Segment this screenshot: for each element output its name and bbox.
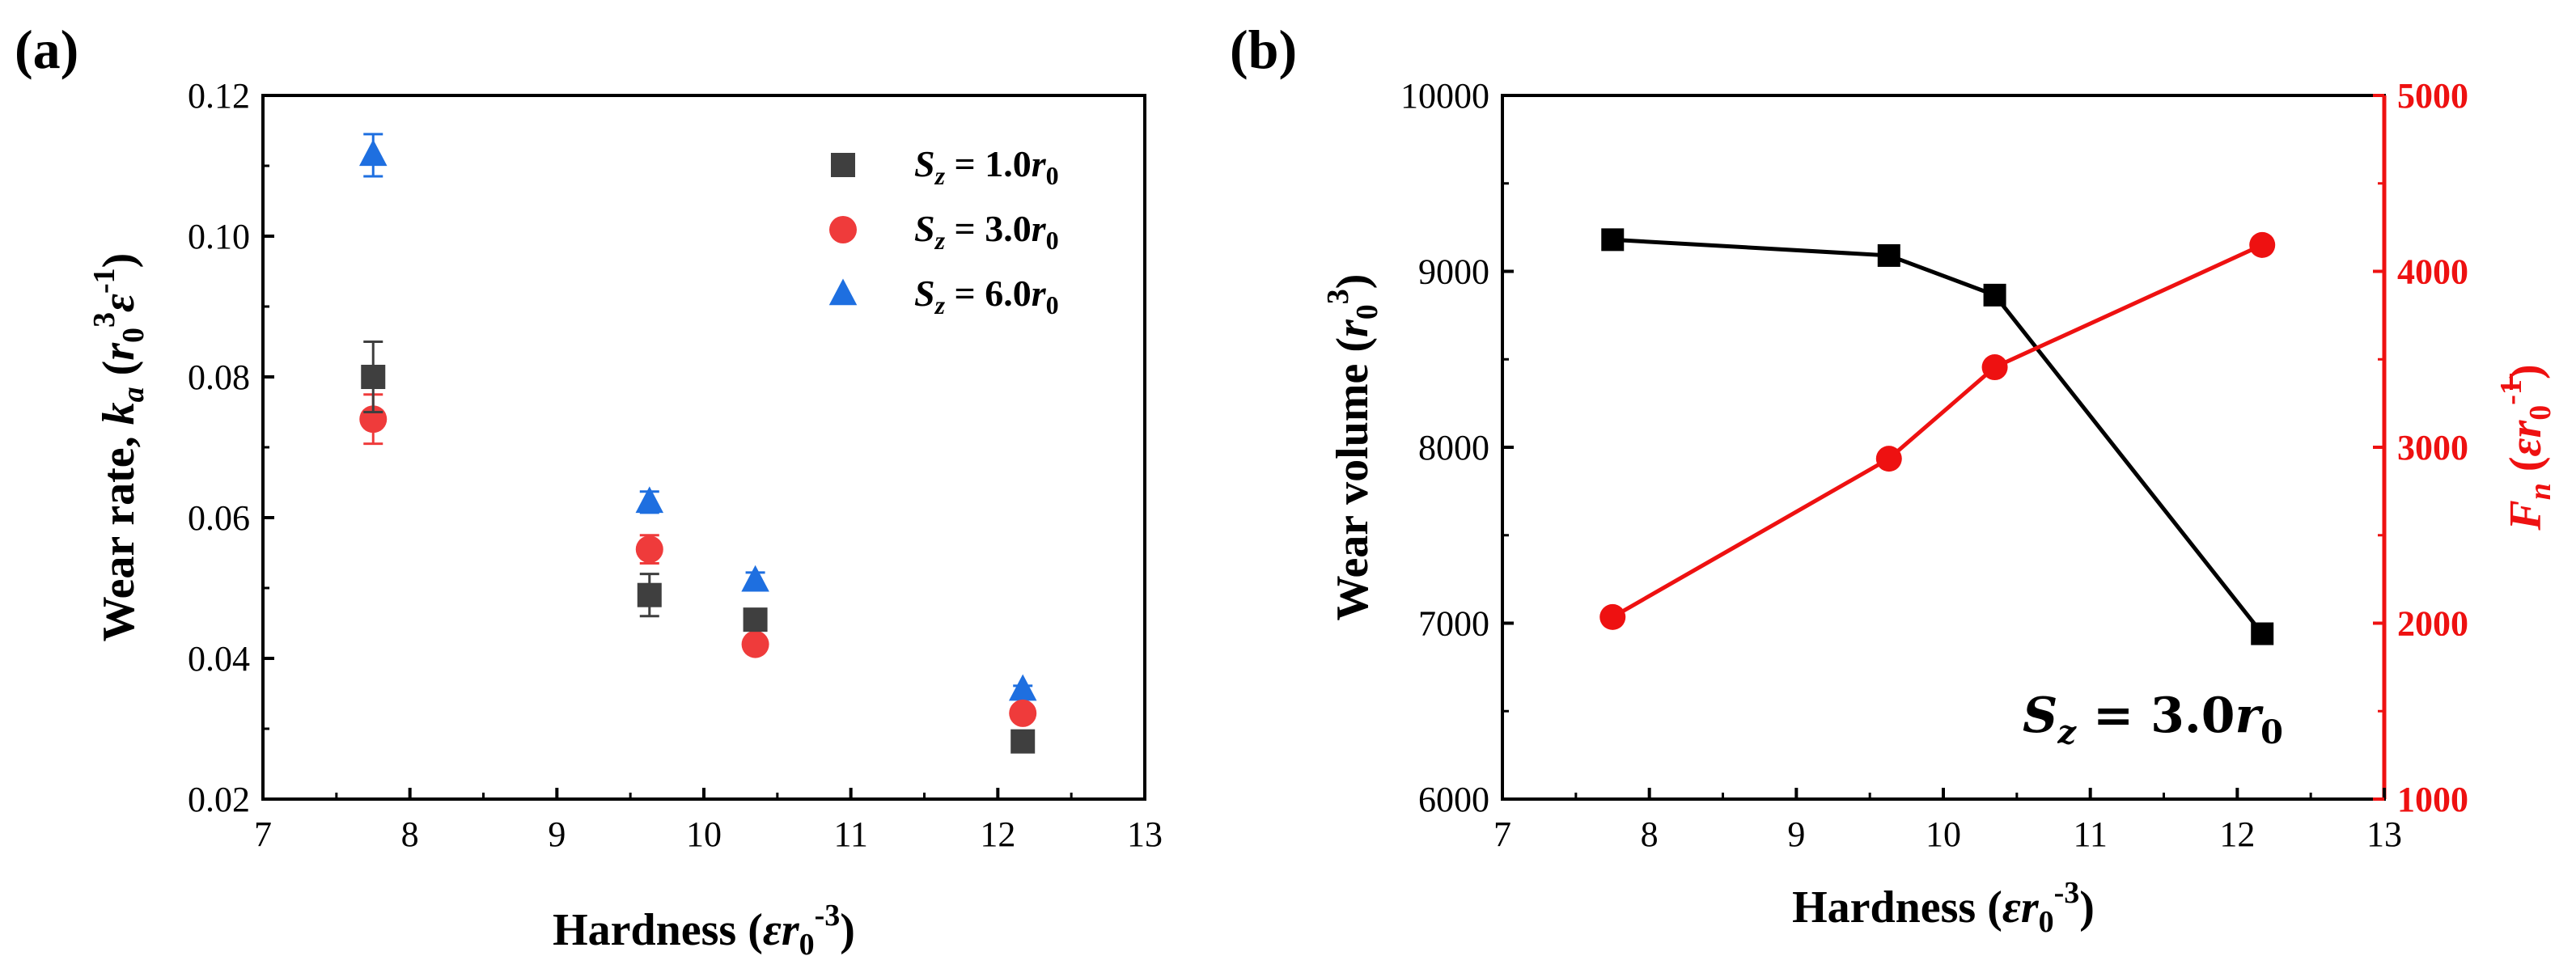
y-right-tick-label: 3000 [2397,428,2468,467]
panel-b-left-y-axis-label: Wear volume (r03) [1321,274,1384,621]
data-point [741,565,769,592]
panel-b-right-y-axis-label: Fn (εr0-1) [2494,364,2557,531]
x-tick-label: 9 [1787,814,1805,854]
x-tick-label: 8 [1641,814,1659,854]
y-tick-label: 0.12 [188,76,250,116]
data-point [637,582,662,607]
data-point [741,630,769,658]
panel-b-label: (b) [1230,19,1297,80]
panel-a-x-ticks: 7 8 9 10 11 12 13 [254,788,1163,854]
data-point [2249,231,2276,258]
x-tick-label: 13 [1127,814,1163,854]
y-right-tick-label: 2000 [2397,604,2468,644]
panel-b-annotation: Sz = 3.0r0 [2023,687,2283,751]
y-tick-label: 0.02 [188,780,250,819]
data-point [359,139,388,167]
x-tick-label: 11 [833,814,867,854]
data-point [361,365,386,389]
y-tick-label: 0.04 [188,639,250,679]
y-left-tick-label: 6000 [1418,780,1489,819]
x-tick-label: 8 [401,814,419,854]
x-tick-label: 7 [254,814,272,854]
legend-marker [831,153,855,177]
data-point [1983,283,2006,307]
x-tick-label: 9 [548,814,566,854]
data-point [635,486,664,514]
x-tick-label: 11 [2073,814,2107,854]
x-tick-label: 12 [980,814,1015,854]
panel-a-data-marks [359,133,1037,754]
panel-a-y-axis-label: Wear rate, ka (r03ε-1) [87,253,150,642]
panel-a-plot-frame [261,94,1146,801]
y-left-tick-label: 9000 [1418,252,1489,292]
x-tick-label: 12 [2219,814,2255,854]
panel-a-label: (a) [15,19,78,80]
legend-item-s1: Sz = 1.0r0 [831,143,1059,190]
svg-text:Sz = 1.0r0: Sz = 1.0r0 [914,143,1059,190]
y-left-tick-label: 7000 [1418,604,1489,644]
y-right-tick-label: 5000 [2397,76,2468,116]
legend-item-s3: Sz = 3.0r0 [829,208,1059,255]
panel-a-legend: Sz = 1.0r0 Sz = 3.0r0 Sz = 6.0r0 [828,143,1059,319]
data-point [1008,674,1037,701]
x-tick-label: 7 [1493,814,1511,854]
panel-b-x-ticks: 7 8 9 10 11 12 13 [1493,788,2402,854]
panel-a: (a) 7 8 9 10 11 12 13 0.02 0.04 0.06 0.08 0.10 0.12… [15,19,1163,962]
data-point [1010,729,1036,754]
data-point [1009,699,1037,727]
panel-a-x-axis-label: Hardness (εr0-3) [553,899,855,962]
y-tick-label: 0.10 [188,217,250,256]
legend-marker [829,216,857,243]
series-line [1612,237,2265,636]
x-tick-label: 10 [1926,814,1961,854]
data-point [1601,228,1625,252]
y-left-tick-label: 8000 [1418,428,1489,467]
data-point [2251,622,2274,645]
svg-text:Sz = 3.0r0: Sz = 3.0r0 [914,208,1059,255]
x-tick-label: 13 [2366,814,2402,854]
data-point [1981,354,2008,381]
y-right-tick-label: 1000 [2397,780,2468,819]
data-point [1877,243,1900,267]
data-point [1599,603,1626,630]
panel-b-data-marks [1599,228,2276,645]
panel-b: (b) 7 8 9 10 11 12 13 6000 7000 8000 9000 10000 10… [1230,19,2557,939]
data-point [635,535,663,564]
panel-b-right-y-ticks: 1000 2000 3000 4000 5000 [2373,76,2468,819]
panel-b-left-y-ticks: 6000 7000 8000 9000 10000 [1400,76,1514,819]
svg-text:Sz = 6.0r0: Sz = 6.0r0 [914,273,1059,319]
data-point [743,607,768,632]
panel-b-x-axis-label: Hardness (εr0-3) [1792,876,2095,939]
y-right-tick-label: 4000 [2397,252,2468,292]
data-point [1875,446,1902,472]
y-tick-label: 0.08 [188,357,250,397]
panel-a-y-ticks: 0.02 0.04 0.06 0.08 0.10 0.12 [188,76,274,819]
legend-marker [828,278,858,306]
y-left-tick-label: 10000 [1400,76,1489,116]
svg-text:Fn (εr0-1): Fn (εr0-1) [2494,364,2557,531]
series-line [1612,243,2264,620]
y-tick-label: 0.06 [188,498,250,538]
legend-item-s6: Sz = 6.0r0 [828,273,1059,319]
x-tick-label: 10 [686,814,722,854]
